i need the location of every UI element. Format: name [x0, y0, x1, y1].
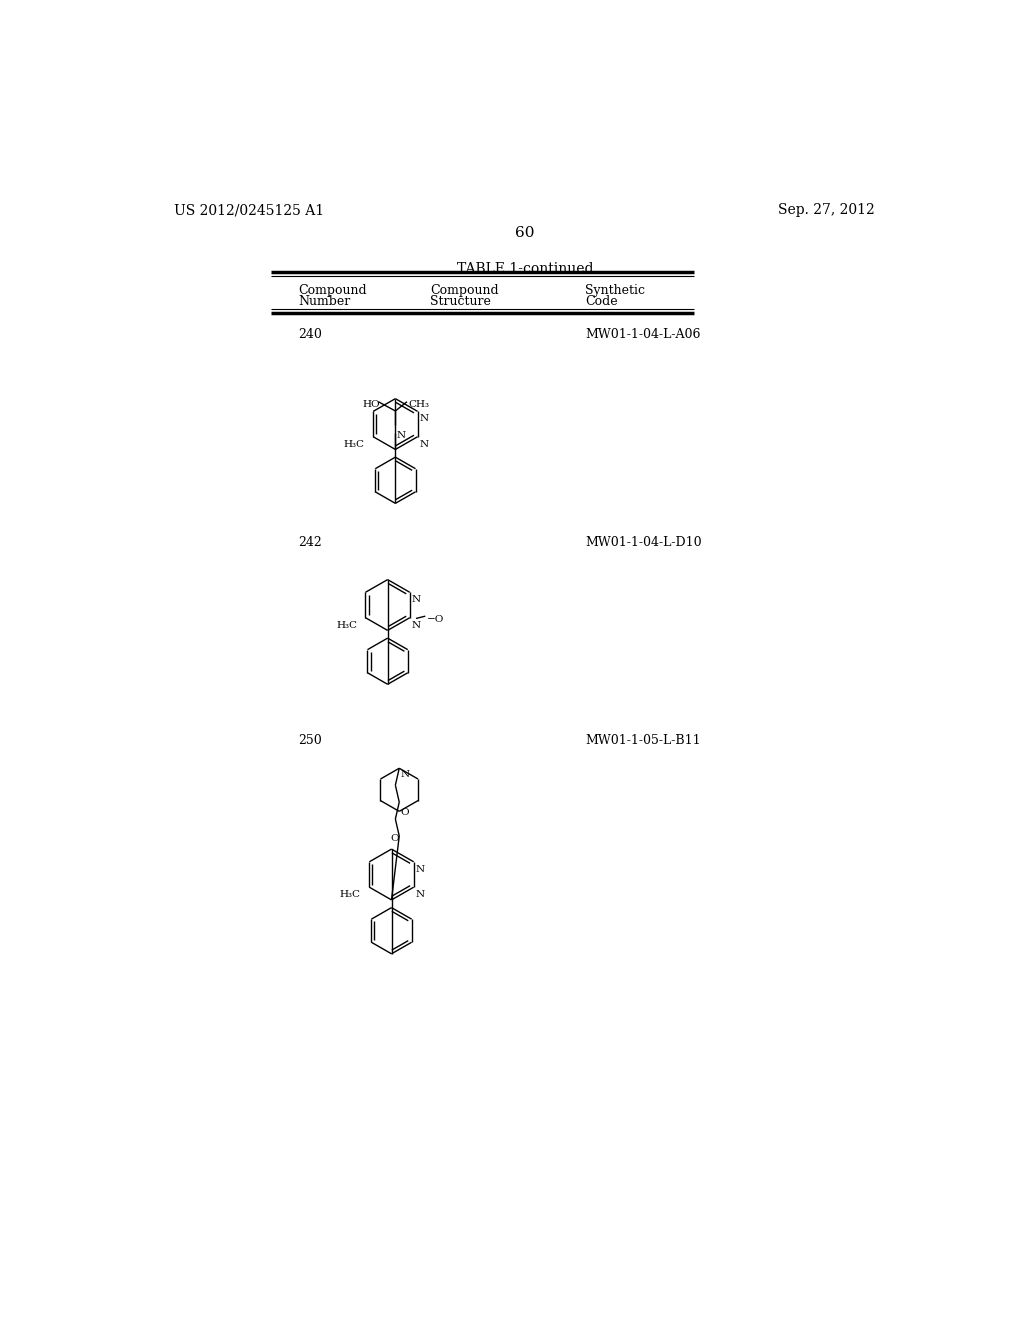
Text: MW01-1-04-L-D10: MW01-1-04-L-D10	[586, 536, 701, 549]
Text: Synthetic: Synthetic	[586, 284, 645, 297]
Text: Compound: Compound	[299, 284, 368, 297]
Text: Number: Number	[299, 296, 351, 309]
Text: H₃C: H₃C	[344, 440, 365, 449]
Text: N: N	[419, 440, 428, 449]
Text: Sep. 27, 2012: Sep. 27, 2012	[778, 203, 876, 216]
Text: US 2012/0245125 A1: US 2012/0245125 A1	[174, 203, 325, 216]
Text: H₃C: H₃C	[336, 620, 357, 630]
Text: N: N	[412, 595, 421, 605]
Text: N: N	[400, 770, 410, 779]
Text: O: O	[390, 834, 398, 843]
Text: MW01-1-04-L-A06: MW01-1-04-L-A06	[586, 327, 700, 341]
Text: N: N	[396, 430, 406, 440]
Text: N: N	[419, 414, 428, 424]
Text: Code: Code	[586, 296, 617, 309]
Text: N: N	[412, 620, 421, 630]
Text: 242: 242	[299, 536, 323, 549]
Text: 240: 240	[299, 327, 323, 341]
Text: Compound: Compound	[430, 284, 499, 297]
Text: Structure: Structure	[430, 296, 492, 309]
Text: O: O	[400, 808, 410, 817]
Text: N: N	[415, 865, 424, 874]
Text: −Ȯ: −Ȯ	[427, 615, 444, 624]
Text: N: N	[415, 890, 424, 899]
Text: CH₃: CH₃	[409, 400, 429, 409]
Text: 250: 250	[299, 734, 323, 747]
Text: TABLE 1-continued: TABLE 1-continued	[457, 263, 593, 276]
Text: HO: HO	[362, 400, 381, 409]
Text: 60: 60	[515, 226, 535, 240]
Text: MW01-1-05-L-B11: MW01-1-05-L-B11	[586, 734, 700, 747]
Text: H₃C: H₃C	[340, 890, 360, 899]
